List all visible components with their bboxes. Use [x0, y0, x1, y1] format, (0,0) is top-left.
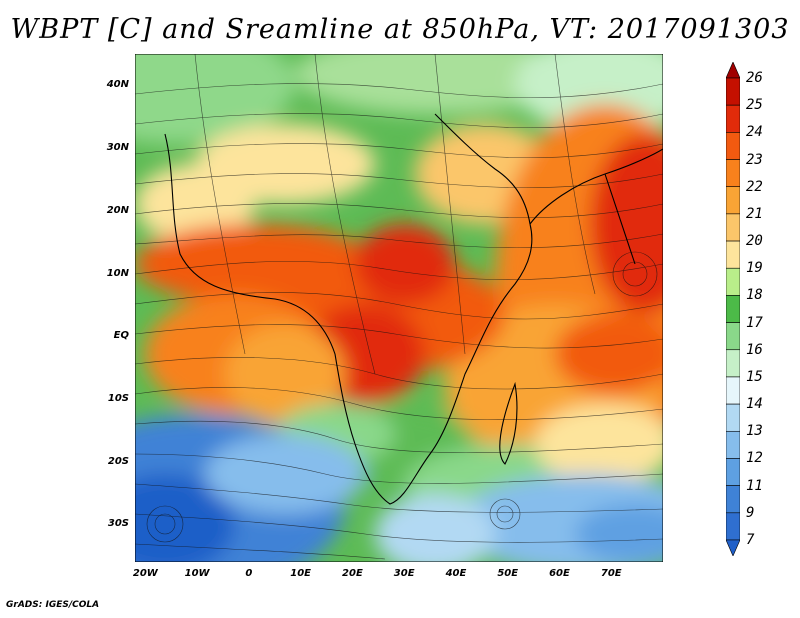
lon-tick-label: 0 [245, 568, 253, 579]
colorbar-label: 20 [746, 233, 763, 250]
colorbar-label: 24 [746, 124, 763, 141]
colorbar-label: 15 [746, 368, 763, 385]
colorbar-label: 12 [746, 450, 763, 467]
lon-tick-label: 20W [132, 568, 158, 579]
colorbar-swatch [726, 159, 740, 188]
colorbar-label: 21 [746, 205, 763, 222]
lon-tick-label: 50E [497, 568, 519, 579]
colorbar-label: 11 [746, 477, 763, 494]
colorbar-label: 22 [746, 178, 763, 195]
lat-tick-label: EQ [113, 330, 129, 342]
lon-tick-label: 70E [600, 568, 622, 579]
colorbar-label: 18 [746, 287, 763, 304]
colorbar-swatch [726, 322, 740, 351]
grads-credit: GrADS: IGES/COLA [6, 600, 100, 610]
lat-tick-label: 30N [106, 142, 129, 154]
colorbar-top-arrow [726, 62, 740, 79]
colorbar-swatch [726, 376, 740, 405]
colorbar-swatch [726, 430, 740, 459]
lat-tick-label: 40N [106, 79, 129, 91]
lat-tick-label: 20N [106, 204, 129, 216]
chart-title: WBPT [C] and Sreamline at 850hPa, VT: 20… [10, 14, 790, 45]
wbpt-field [135, 54, 663, 562]
colorbar-label: 17 [746, 314, 763, 331]
colorbar-swatch [726, 240, 740, 269]
colorbar-label: 14 [746, 396, 763, 413]
colorbar-label: 19 [746, 260, 763, 277]
colorbar-swatch [726, 186, 740, 215]
lat-tick-label: 10S [107, 392, 129, 404]
colorbar-swatch [726, 104, 740, 133]
colorbar-label: 25 [746, 97, 763, 114]
colorbar-label: 23 [746, 151, 763, 168]
colorbar-swatch [726, 295, 740, 323]
colorbar-label: 9 [746, 504, 755, 521]
lat-tick-label: 30S [107, 518, 129, 530]
colorbar-label: 16 [746, 341, 763, 358]
colorbar-swatch [726, 267, 740, 296]
lon-tick-label: 20E [342, 568, 363, 579]
colorbar-label: 7 [746, 532, 755, 548]
lon-tick-label: 30E [393, 568, 415, 579]
lon-tick-label: 10E [290, 568, 312, 579]
colorbar-label: 13 [746, 423, 763, 440]
colorbar-bottom-arrow [726, 539, 740, 556]
lat-tick-label: 20S [107, 455, 129, 467]
lat-tick-label: 10N [106, 267, 129, 279]
colorbar-swatch [726, 512, 740, 541]
colorbar-swatch [726, 132, 740, 160]
wbpt-streamline-map [135, 54, 663, 562]
lon-tick-label: 40E [445, 568, 467, 579]
lon-tick-label: 10W [184, 568, 210, 579]
colorbar-label: 26 [746, 70, 763, 86]
colorbar-swatch [726, 458, 740, 486]
colorbar-swatch [726, 213, 740, 242]
colorbar-swatch [726, 77, 740, 106]
lon-tick-label: 60E [549, 568, 570, 579]
colorbar-swatch [726, 349, 740, 378]
streamlines [135, 54, 663, 560]
colorbar-swatch [726, 485, 740, 514]
colorbar-swatch [726, 403, 740, 432]
coastlines [164, 113, 663, 505]
colorbar [726, 62, 740, 556]
